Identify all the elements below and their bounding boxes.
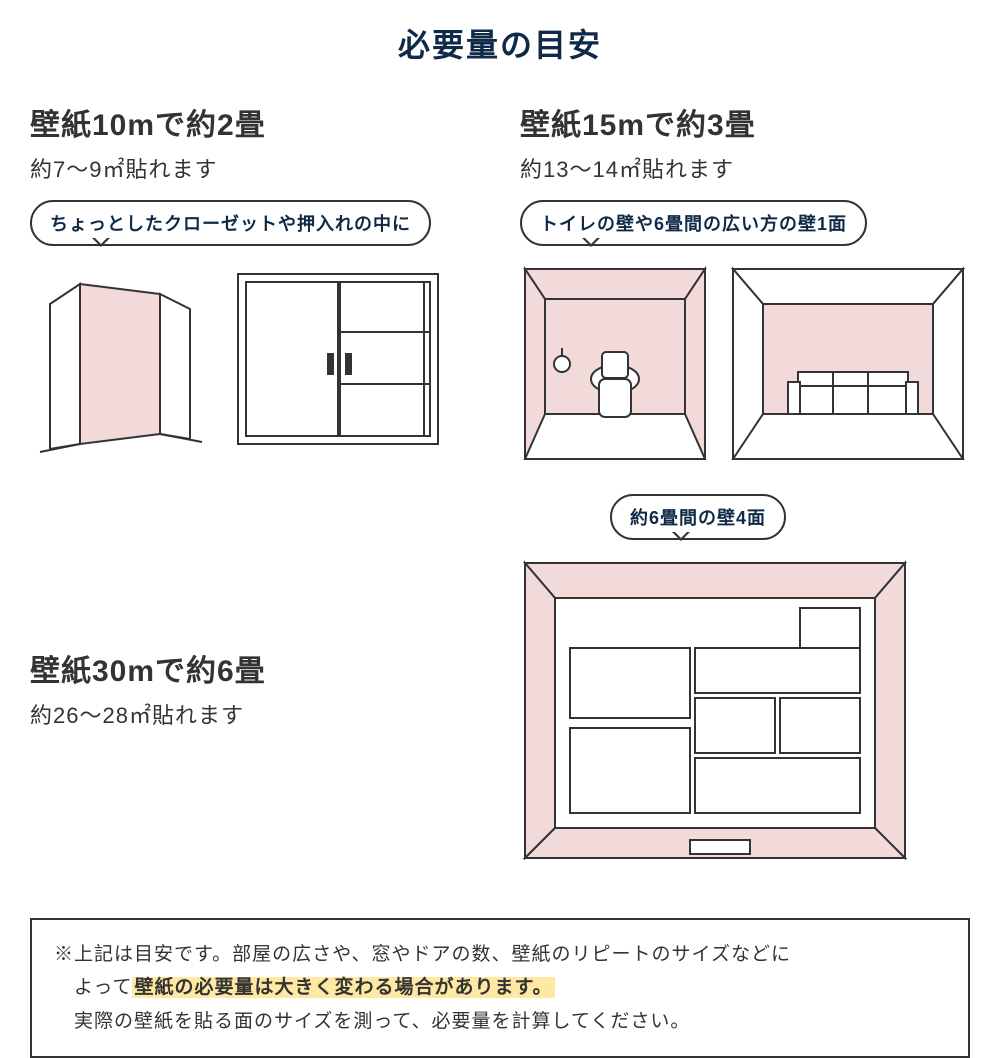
section-30m-illus: 約6畳間の壁4面 <box>520 494 970 868</box>
bubble-30m: 約6畳間の壁4面 <box>610 494 786 540</box>
note-highlight: 壁紙の必要量は大きく変わる場合があります。 <box>132 977 554 998</box>
illus-10m <box>30 264 480 454</box>
sub-15m: 約13～14㎡貼れます <box>520 152 970 184</box>
illus-15m <box>520 264 970 464</box>
toilet-room-icon <box>520 264 710 464</box>
section-15m: 壁紙15mで約3畳 約13～14㎡貼れます トイレの壁や6畳間の広い方の壁1面 <box>520 100 970 464</box>
bubble-10m: ちょっとしたクローゼットや押入れの中に <box>30 200 431 246</box>
note-line3: 実際の壁紙を貼る面のサイズを測って、必要量を計算してください。 <box>54 1005 946 1038</box>
six-tatami-room-icon <box>520 558 910 868</box>
sliding-closet-icon <box>228 264 448 454</box>
sub-10m: 約7～9㎡貼れます <box>30 152 480 184</box>
sub-30m: 約26～28㎡貼れます <box>30 698 480 730</box>
note-box: ※上記は目安です。部屋の広さや、窓やドアの数、壁紙のリピートのサイズなどに よっ… <box>30 918 970 1058</box>
closet-open-icon <box>30 264 210 454</box>
content-grid: 壁紙10mで約2畳 約7～9㎡貼れます ちょっとしたクローゼットや押入れの中に <box>30 100 970 1058</box>
page-title: 必要量の目安 <box>30 20 970 66</box>
heading-10m: 壁紙10mで約2畳 <box>30 100 480 144</box>
bubble-15m: トイレの壁や6畳間の広い方の壁1面 <box>520 200 867 246</box>
section-10m: 壁紙10mで約2畳 約7～9㎡貼れます ちょっとしたクローゼットや押入れの中に <box>30 100 480 464</box>
note-line2-prefix: よって <box>54 977 132 998</box>
living-wall-icon <box>728 264 968 464</box>
section-30m-text: 壁紙30mで約6畳 約26～28㎡貼れます <box>30 616 480 746</box>
note-line1: ※上記は目安です。部屋の広さや、窓やドアの数、壁紙のリピートのサイズなどに <box>54 938 946 971</box>
heading-30m: 壁紙30mで約6畳 <box>30 646 480 690</box>
heading-15m: 壁紙15mで約3畳 <box>520 100 970 144</box>
